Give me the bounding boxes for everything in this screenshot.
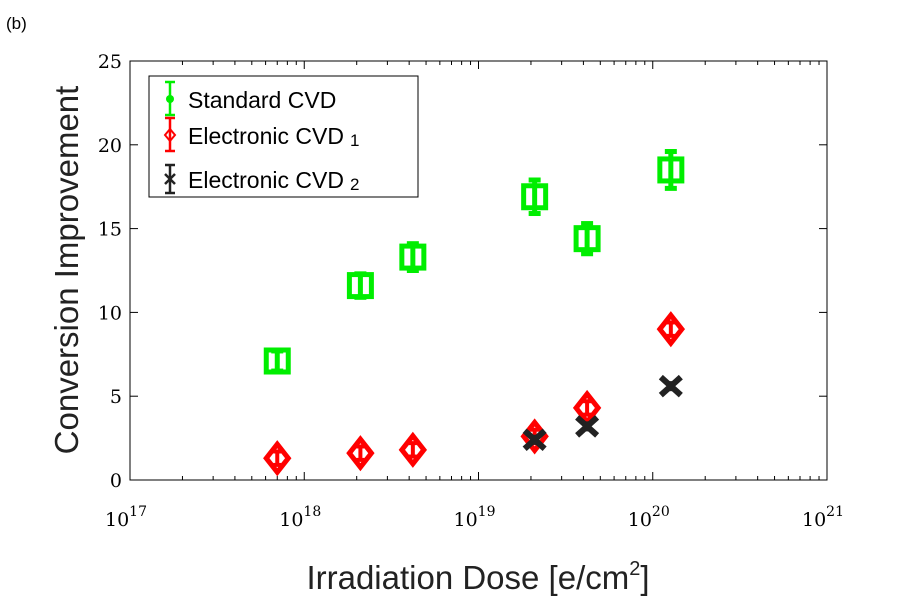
- legend-marker-electronic-cvd-1: [163, 116, 177, 153]
- x-tick-label: 1017: [105, 504, 147, 531]
- y-tick-label: 10: [98, 302, 122, 324]
- square-marker: [573, 225, 601, 253]
- legend-marker-standard-cvd: [165, 80, 175, 117]
- x-marker: [575, 415, 600, 438]
- legend-label-standard-cvd: Standard CVD: [188, 87, 336, 113]
- legend: Standard CVD Electronic CVD 1 Electronic …: [148, 75, 419, 198]
- data-point-standard-cvd: [521, 177, 549, 217]
- data-point-electronic-cvd-2: [522, 428, 547, 452]
- x-tick-label: 1020: [628, 504, 670, 531]
- legend-marker-electronic-cvd-2: [164, 163, 176, 195]
- data-point-electronic-cvd-1: [346, 435, 375, 472]
- data-point-electronic-cvd-2: [658, 374, 683, 398]
- panel-label: (b): [6, 14, 27, 33]
- data-point-electronic-cvd-1: [398, 431, 428, 468]
- axis-ticks: 0 5 10 15 20 25 1017 1018 1019 1020 1021: [98, 51, 844, 531]
- x-axis-label: Irradiation Dose [e/cm2]: [306, 558, 649, 596]
- data-point-standard-cvd: [657, 149, 685, 191]
- data-point-standard-cvd: [263, 347, 291, 375]
- x-axis-label-main: Irradiation Dose [e/cm: [306, 559, 629, 596]
- legend-label-electronic-cvd-1: Electronic CVD 1: [188, 123, 359, 150]
- data-point-standard-cvd: [399, 241, 427, 273]
- x-marker: [522, 428, 547, 452]
- legend-box: [148, 75, 419, 198]
- y-tick-label: 15: [98, 219, 122, 241]
- data-point-electronic-cvd-1: [263, 440, 292, 477]
- x-axis-label-end: ]: [640, 559, 649, 596]
- data-point-standard-cvd: [346, 271, 374, 300]
- square-marker: [521, 183, 549, 211]
- x-tick-label: 1018: [279, 504, 321, 531]
- y-tick-label: 5: [110, 386, 122, 408]
- diamond-marker: [398, 431, 428, 468]
- square-marker: [346, 272, 374, 300]
- diamond-marker: [263, 440, 292, 477]
- x-tick-label: 1021: [802, 504, 844, 531]
- y-tick-label: 25: [98, 51, 122, 73]
- x-axis-label-sup: 2: [629, 558, 640, 580]
- legend-label-electronic-cvd-2: Electronic CVD 2: [188, 167, 359, 194]
- y-axis-label: Conversion Improvement: [48, 86, 85, 455]
- y-tick-label: 0: [110, 470, 122, 492]
- x-marker: [658, 374, 683, 398]
- legend-label-electronic-cvd-2-main: Electronic CVD: [188, 167, 344, 193]
- data-points: [263, 149, 686, 477]
- square-marker: [399, 243, 427, 271]
- legend-label-electronic-cvd-1-sub: 1: [350, 131, 359, 150]
- diamond-marker: [346, 435, 375, 472]
- legend-label-electronic-cvd-2-sub: 2: [350, 175, 359, 194]
- diamond-marker: [656, 311, 686, 348]
- square-marker: [657, 156, 685, 184]
- legend-label-electronic-cvd-1-main: Electronic CVD: [188, 123, 344, 149]
- data-point-standard-cvd: [573, 221, 601, 257]
- x-tick-label: 1019: [453, 504, 495, 531]
- data-point-electronic-cvd-2: [575, 415, 600, 438]
- y-tick-label: 20: [98, 135, 122, 157]
- data-point-electronic-cvd-1: [656, 311, 686, 348]
- square-marker: [263, 347, 291, 375]
